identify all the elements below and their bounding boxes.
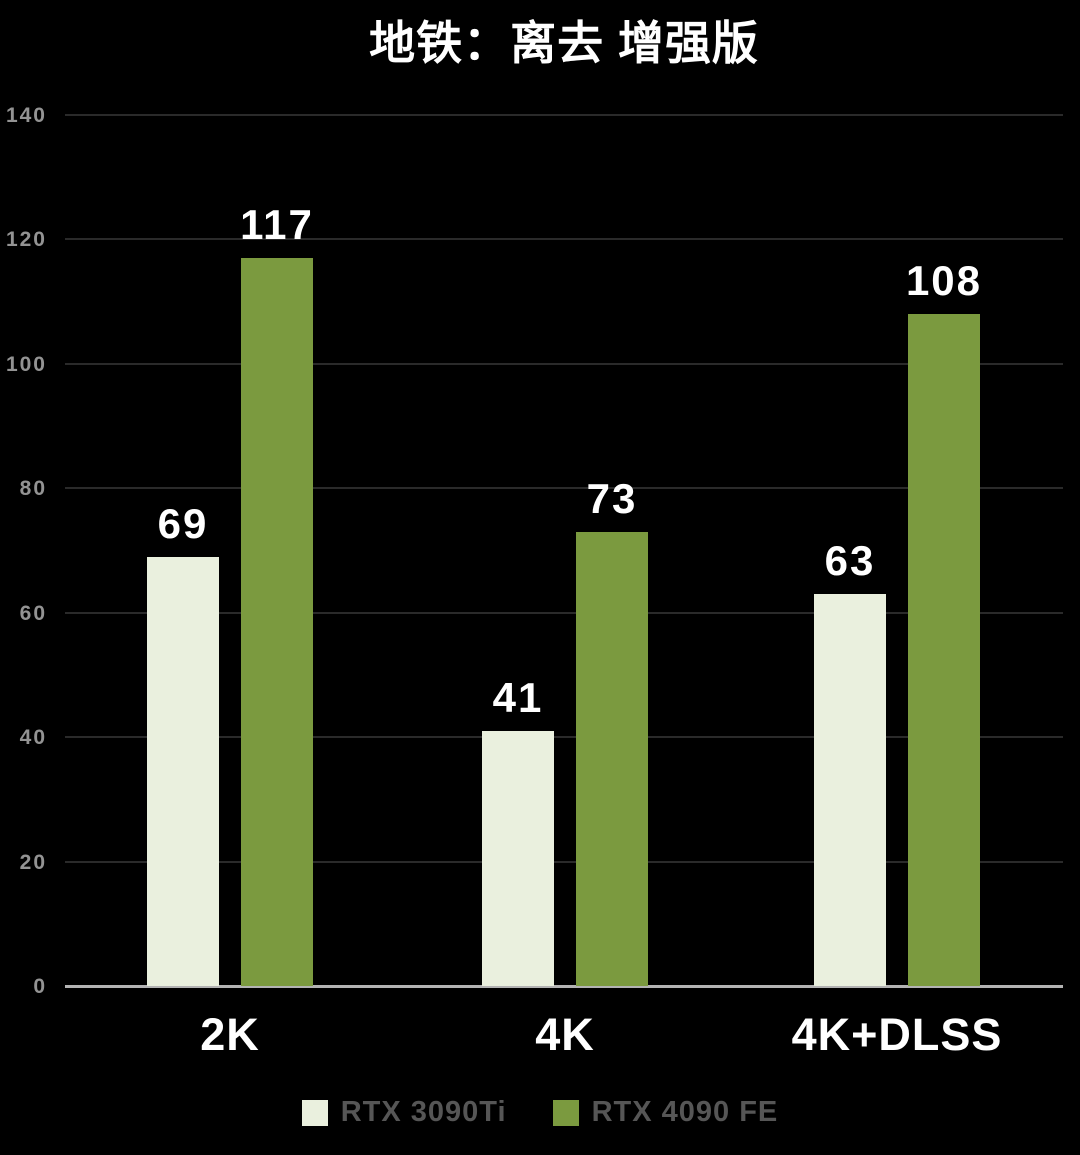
gridline [65,860,1063,863]
y-axis-tick-label: 0 [33,975,47,998]
bar-rtx-3090ti [482,731,554,986]
y-axis-tick-label: 140 [5,104,47,127]
gridline [65,611,1063,614]
bar-slot: 63 [814,115,886,986]
y-axis-tick-label: 20 [19,850,47,874]
bar-slot: 108 [906,115,980,986]
bar-value-label: 69 [157,500,209,547]
legend-item-rtx-4090-fe: RTX 4090 FE [552,1096,779,1129]
legend-swatch-rtx-4090-fe [552,1099,579,1126]
bar-group-2k: 69 117 [147,115,313,986]
legend: RTX 3090Ti RTX 4090 FE [0,1096,1080,1129]
bar-group-4k-dlss: 63 108 [814,115,980,986]
bar-rtx-4090-fe [908,314,980,986]
bar-value-label: 117 [240,201,314,248]
gridline [65,736,1063,739]
bar-value-label: 73 [586,475,638,522]
gridline [65,487,1063,490]
y-axis-tick-label: 80 [19,477,47,501]
legend-label: RTX 3090Ti [340,1096,507,1128]
x-axis-labels: 2K 4K 4K+DLSS [65,1008,1063,1068]
legend-swatch-rtx-3090ti [301,1099,328,1126]
bar-slot: 117 [240,115,313,986]
gridline [65,362,1063,365]
bar-rtx-3090ti [814,594,886,986]
y-axis-tick-label: 60 [19,601,47,625]
y-axis-tick-label: 40 [19,726,47,750]
y-axis-tick-label: 120 [5,228,47,252]
gridline [65,238,1063,241]
x-axis-label-4k-dlss: 4K+DLSS [791,1009,1003,1060]
chart-title: 地铁：离去 增强版 [369,17,759,69]
bar-value-label: 41 [492,674,544,721]
gridline [65,114,1063,116]
legend-label: RTX 4090 FE [591,1096,779,1128]
x-axis-line [65,985,1063,988]
bar-value-label: 63 [824,537,876,584]
bar-slot: 73 [576,115,648,986]
bar-value-label: 108 [905,257,983,304]
bar-rtx-4090-fe [241,258,313,986]
bar-group-4k: 41 73 [482,115,648,986]
y-axis-tick-label: 100 [5,352,47,376]
bar-rtx-4090-fe [576,532,648,986]
bar-slot: 69 [147,115,219,986]
x-axis-label-4k: 4K [535,1009,595,1060]
plot-area: 0 20 40 60 80 100 120 140 69 117 41 73 63 108 [6,105,1063,997]
legend-item-rtx-3090ti: RTX 3090Ti [301,1096,507,1129]
bar-slot: 41 [482,115,554,986]
bar-rtx-3090ti [147,557,219,986]
x-axis-label-2k: 2K [200,1009,260,1060]
